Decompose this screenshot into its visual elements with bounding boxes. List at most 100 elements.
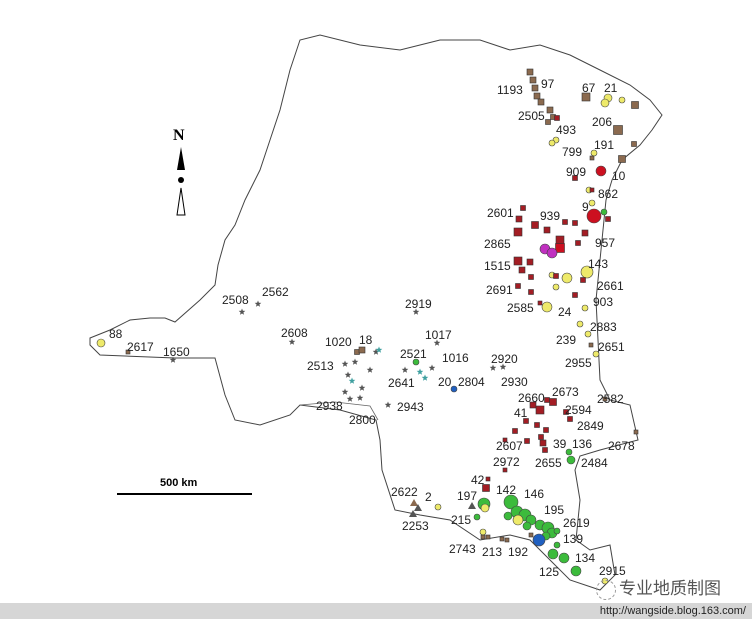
site-label: 206 (592, 115, 613, 129)
square-marker (545, 119, 551, 125)
square-marker (526, 68, 534, 76)
star-marker (356, 394, 364, 401)
square-marker (581, 229, 589, 237)
square-marker (526, 258, 534, 266)
site-label: 2513 (307, 359, 334, 373)
site-label: 125 (539, 565, 560, 579)
circle-marker (547, 548, 559, 560)
square-marker (544, 397, 550, 403)
circle-marker (552, 283, 560, 291)
square-marker (588, 342, 594, 348)
square-marker (515, 283, 521, 289)
site-label: 2641 (388, 376, 415, 390)
circle-marker (592, 350, 600, 358)
north-label: N (173, 127, 185, 144)
star-marker (372, 348, 380, 355)
star-marker (351, 358, 359, 365)
star-marker (416, 368, 424, 375)
square-marker (528, 532, 534, 538)
square-marker (539, 439, 547, 447)
site-label: 2661 (597, 279, 624, 293)
circle-marker (479, 528, 487, 536)
site-label: 2691 (486, 283, 513, 297)
square-marker (589, 187, 595, 193)
site-label: 215 (451, 513, 472, 527)
square-marker (534, 422, 540, 428)
site-label: 939 (540, 209, 561, 223)
site-label: 2619 (563, 516, 590, 530)
circle-marker (553, 541, 561, 549)
square-marker (502, 467, 508, 473)
circle-marker (561, 272, 573, 284)
site-label: 2804 (458, 375, 485, 389)
circle-marker (553, 527, 561, 535)
site-label: 493 (556, 123, 577, 137)
square-marker (125, 349, 131, 355)
star-marker (288, 338, 296, 345)
square-marker (512, 428, 518, 434)
site-label: 2655 (535, 456, 562, 470)
triangle-marker (468, 502, 476, 509)
site-label: 191 (594, 138, 615, 152)
site-label: 1020 (325, 335, 352, 349)
star-marker (421, 374, 429, 381)
site-label: 97 (541, 77, 555, 91)
star-marker (254, 300, 262, 307)
circle-marker (600, 98, 610, 108)
square-marker (580, 277, 586, 283)
site-label: 2938 (316, 399, 343, 413)
circle-marker (595, 165, 607, 177)
square-marker (531, 84, 539, 92)
square-marker (502, 437, 508, 443)
square-marker (535, 405, 545, 415)
circle-marker (450, 385, 458, 393)
star-marker (169, 356, 177, 363)
site-label: 39 (553, 437, 567, 451)
square-marker (572, 220, 578, 226)
star-marker (358, 384, 366, 391)
circle-marker (618, 96, 626, 104)
square-marker (513, 256, 523, 266)
star-marker (341, 360, 349, 367)
circle-marker (503, 494, 519, 510)
circle-marker (541, 301, 553, 313)
circle-marker (600, 208, 608, 216)
square-marker (499, 536, 505, 542)
circle-marker (576, 320, 584, 328)
country-outline (89, 34, 663, 591)
square-marker (546, 106, 554, 114)
square-marker (562, 219, 568, 225)
north-arrow-icon (176, 147, 186, 216)
scale-label: 500 km (160, 477, 198, 489)
square-marker (482, 484, 490, 492)
square-marker (533, 92, 541, 100)
scale-bar (117, 493, 252, 495)
site-label: 862 (598, 187, 619, 201)
square-marker (480, 534, 486, 540)
site-label: 1515 (484, 259, 511, 273)
site-label: 195 (544, 503, 565, 517)
watermark: 专业地质制图 (619, 579, 721, 598)
site-label: 2673 (552, 385, 579, 399)
footer-url: http://wangside.blog.163.com/ (599, 605, 746, 617)
site-label: 192 (508, 545, 529, 559)
site-label: 18 (359, 333, 373, 347)
site-label: 2651 (598, 340, 625, 354)
square-marker (529, 76, 537, 84)
square-marker (572, 175, 578, 181)
site-label: 2562 (262, 285, 289, 299)
star-marker (344, 371, 352, 378)
square-marker (543, 226, 551, 234)
square-marker (543, 427, 549, 433)
square-marker (555, 235, 565, 245)
square-marker (531, 221, 539, 229)
site-label: 2601 (487, 206, 514, 220)
footer-bar: http://wangside.blog.163.com/ (0, 603, 752, 619)
square-marker (520, 205, 526, 211)
site-label: 2800 (349, 413, 376, 427)
square-marker (613, 125, 623, 135)
site-label: 1016 (442, 351, 469, 365)
star-marker (499, 363, 507, 370)
circle-marker (558, 552, 570, 564)
